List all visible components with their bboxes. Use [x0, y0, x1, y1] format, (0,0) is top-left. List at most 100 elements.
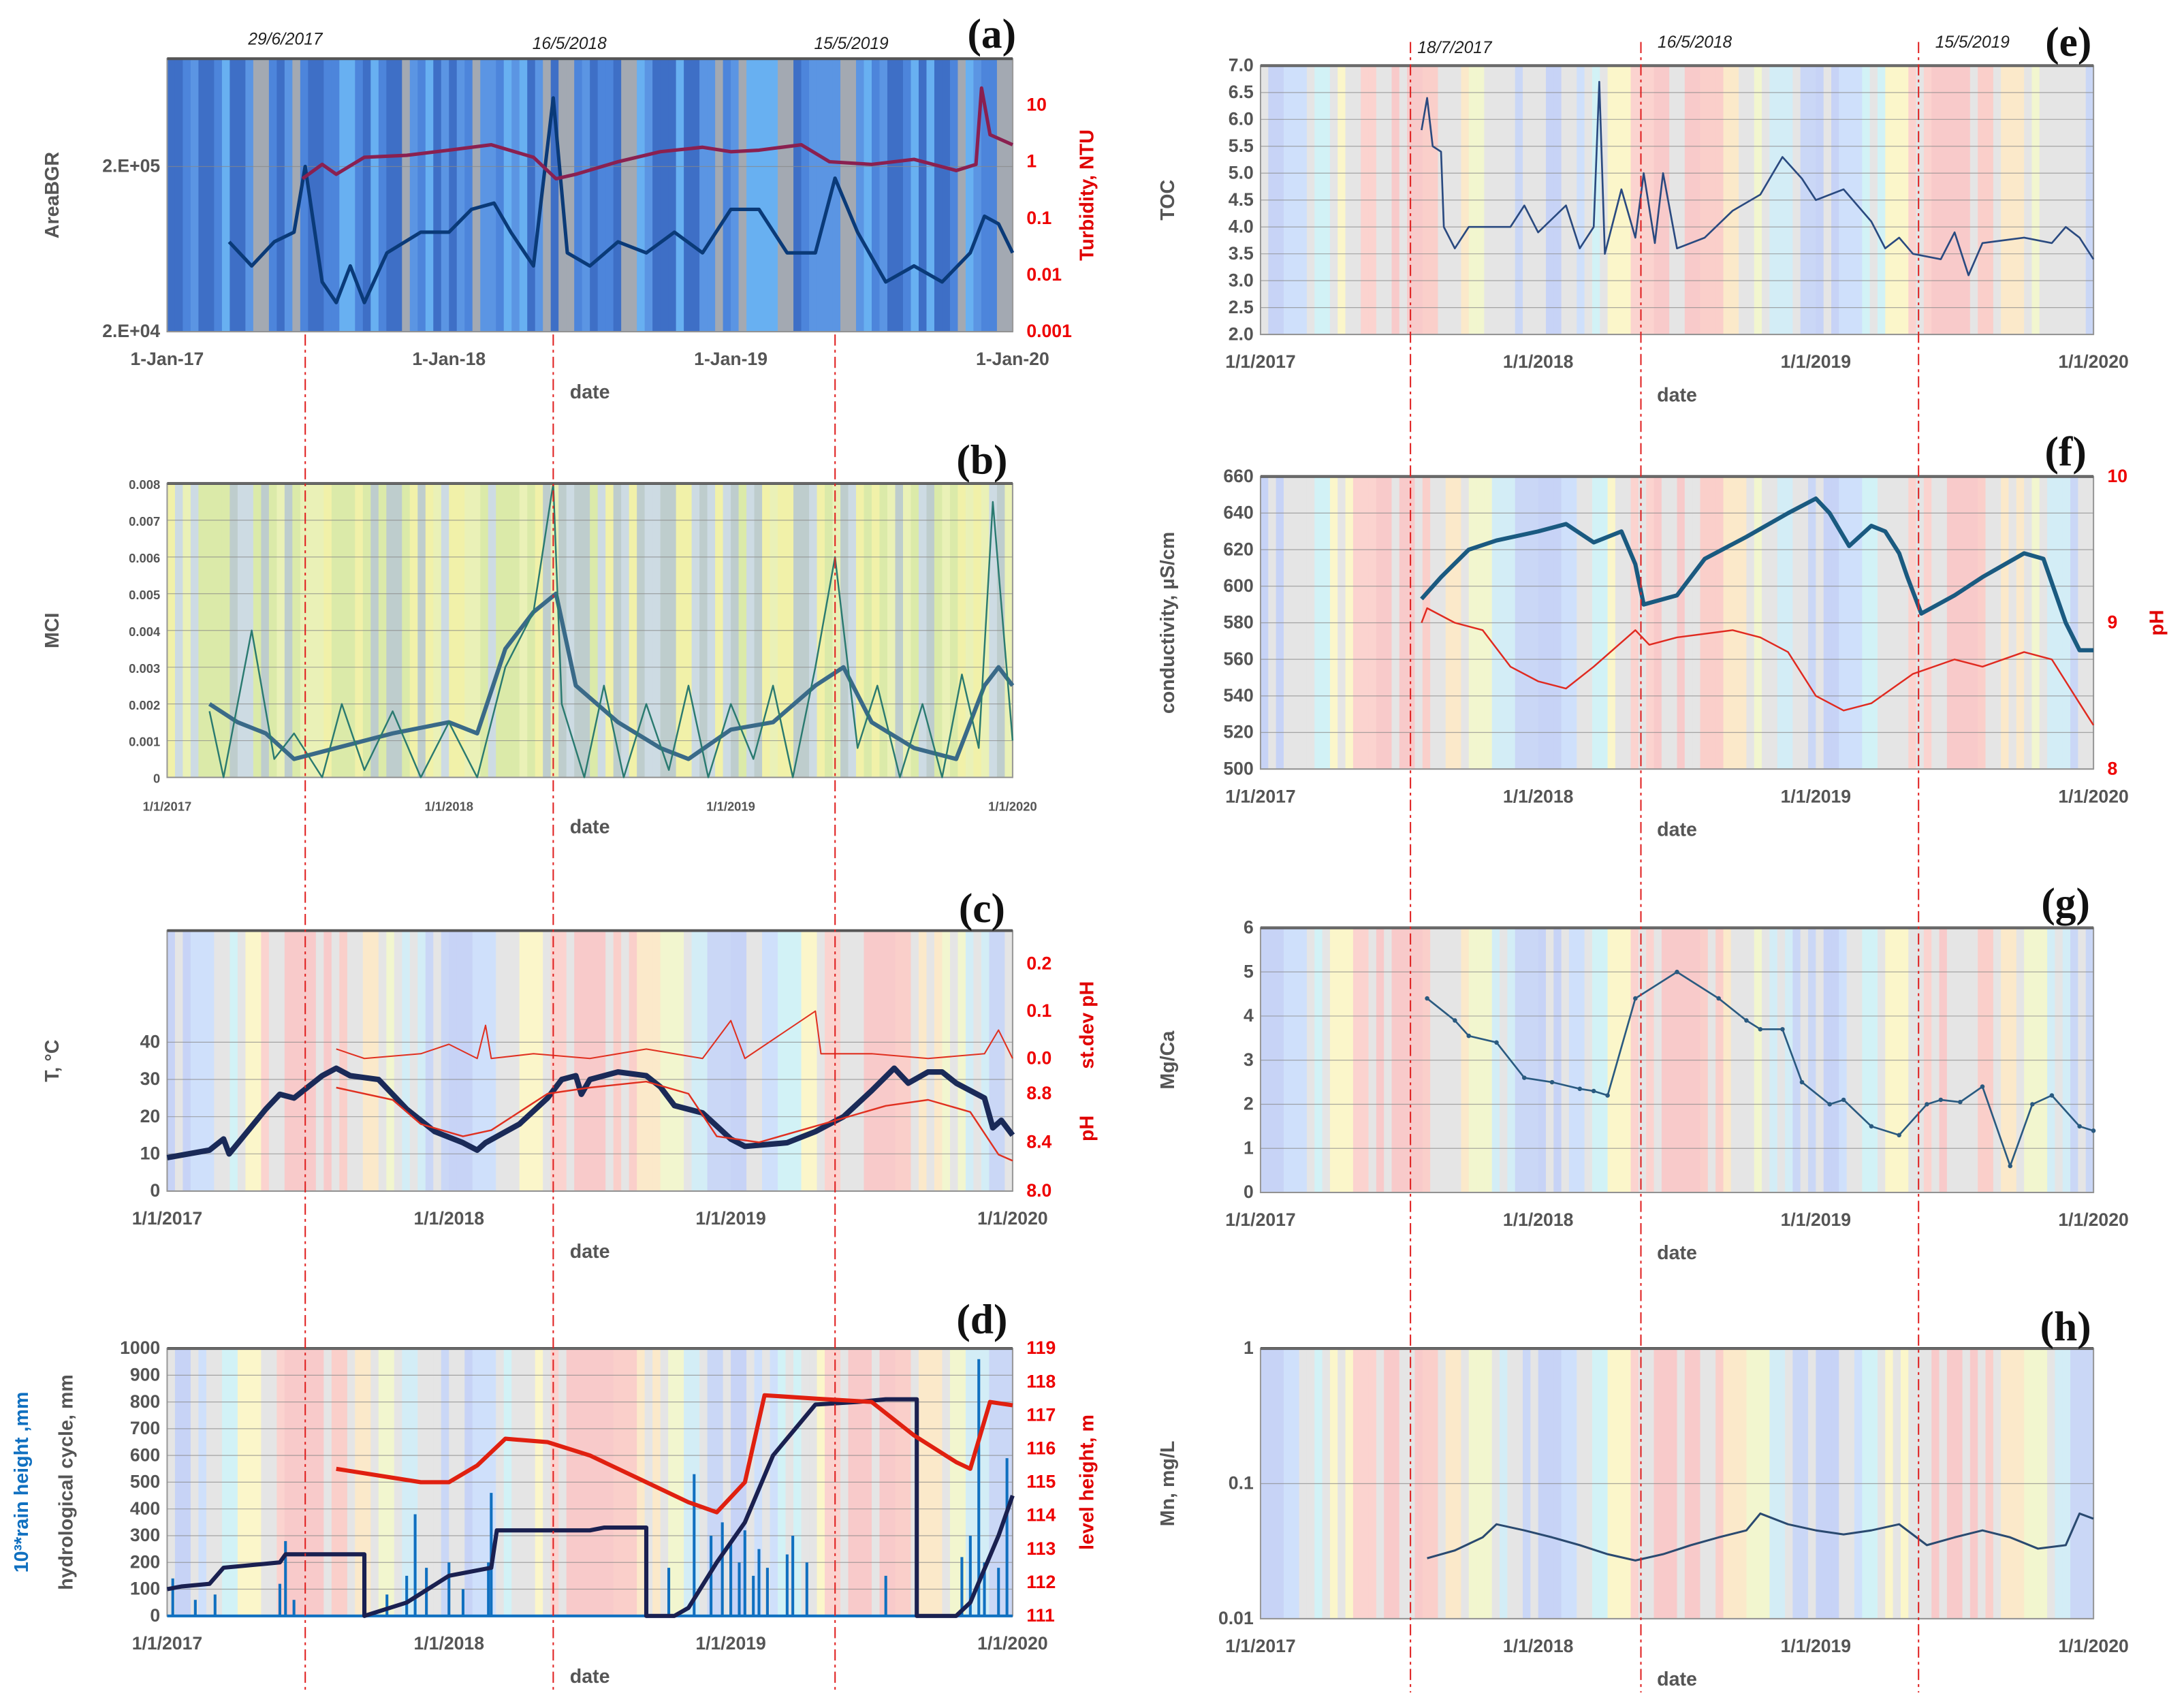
background-stripe: [230, 930, 239, 1191]
background-stripe: [425, 930, 434, 1191]
background-stripe: [644, 59, 654, 332]
panel-b: 0 0.001 0.002 0.003 0.004 0.005 0.006 0.007 0.00…: [42, 437, 1037, 838]
background-stripe: [809, 59, 818, 332]
y-tick-label: 1: [1244, 1338, 1254, 1358]
background-stripe: [417, 59, 427, 332]
x-tick-label: 1-Jan-20: [976, 349, 1049, 369]
x-tick-label: 1/1/2020: [2058, 351, 2128, 372]
background-stripe: [699, 59, 708, 332]
background-stripe: [887, 930, 896, 1191]
x-tick-label: 1/1/2019: [695, 1633, 765, 1654]
y-tick-label: 6.0: [1229, 109, 1254, 129]
background-stripe: [934, 930, 943, 1191]
background-stripe: [292, 930, 302, 1191]
panel-label: (a): [967, 11, 1016, 57]
background-stripe: [832, 59, 842, 332]
background-stripe: [629, 930, 638, 1191]
background-stripe: [668, 59, 677, 332]
y-tick-label: 10: [140, 1143, 161, 1164]
background-stripe: [762, 59, 771, 332]
x-tick-label: 1/1/2019: [1781, 1636, 1851, 1656]
background-stripe: [480, 59, 489, 332]
y-tick-label: 0.006: [129, 551, 160, 565]
background-stripe: [284, 930, 294, 1191]
data-point: [1980, 1084, 1985, 1089]
background-stripe: [817, 59, 826, 332]
event-date-label: 29/6/2017: [247, 31, 323, 49]
background-stripe: [660, 59, 669, 332]
background-stripe: [817, 930, 826, 1191]
panel-label: (b): [956, 437, 1007, 484]
x-tick-label: 1/1/2020: [977, 1633, 1047, 1654]
panel-c: 0 10 20 30 40 T, °C 8.0 8.4 8.8 pH 0.0 0.1 0.2 st.dev…: [42, 885, 1098, 1263]
background-stripe: [652, 59, 661, 332]
background-stripe: [167, 59, 176, 332]
background-stripe: [174, 59, 184, 332]
panel-label: (d): [956, 1297, 1007, 1343]
x-tick-label: 1/1/2017: [1225, 351, 1295, 372]
background-stripe: [449, 930, 458, 1191]
data-point: [1780, 1027, 1785, 1032]
y-tick-label: 0.003: [129, 661, 160, 676]
background-stripe: [731, 930, 740, 1191]
background-stripe: [707, 930, 716, 1191]
data-point: [1605, 1093, 1610, 1098]
background-stripe: [864, 59, 873, 332]
background-stripe: [190, 930, 200, 1191]
y-tick-label: 580: [1223, 612, 1253, 633]
x-tick-label: 1/1/2020: [2058, 1209, 2128, 1230]
y2-tick-label: 0.1: [1026, 1000, 1051, 1021]
background-stripe: [503, 930, 513, 1191]
event-date-label: 15/5/2019: [1935, 33, 2010, 52]
y2-axis-title: st.dev pH: [1077, 981, 1098, 1069]
background-stripe: [1004, 59, 1014, 332]
y-tick-label: 300: [130, 1525, 160, 1545]
data-point: [1549, 1079, 1555, 1085]
background-stripe: [347, 59, 356, 332]
background-stripe: [253, 59, 262, 332]
y-tick-label: 900: [130, 1365, 160, 1385]
background-stripe: [949, 59, 959, 332]
background-stripe: [793, 59, 802, 332]
background-stripe: [801, 930, 810, 1191]
background-stripe: [778, 59, 787, 332]
background-stripe: [973, 930, 983, 1191]
background-stripe: [621, 59, 630, 332]
background-stripe: [496, 930, 505, 1191]
background-stripe: [590, 930, 599, 1191]
y2-tick-label: 117: [1026, 1404, 1056, 1425]
data-point: [1799, 1079, 1805, 1085]
x-tick-label: 1/1/2020: [988, 800, 1037, 814]
background-stripe: [370, 930, 380, 1191]
background-stripe: [754, 930, 763, 1191]
series-ph: [336, 1080, 1013, 1162]
background-stripe: [715, 930, 724, 1191]
y-tick-label: 540: [1223, 685, 1253, 706]
background-stripe: [456, 59, 466, 332]
y2-tick-label: 10: [1026, 94, 1047, 114]
background-stripe: [409, 930, 419, 1191]
y-tick-label: 1000: [120, 1338, 160, 1358]
background-stripe: [300, 59, 309, 332]
x-axis-title: date: [570, 1666, 610, 1688]
background-stripe: [676, 59, 685, 332]
data-point: [1897, 1133, 1901, 1138]
background-stripe: [707, 59, 716, 332]
background-stripe: [895, 930, 904, 1191]
data-point: [1758, 1027, 1763, 1032]
background-stripe: [237, 930, 247, 1191]
y-tick-label: 0.005: [129, 588, 160, 602]
background-stripe: [668, 930, 677, 1191]
background-stripe: [362, 930, 372, 1191]
background-stripe: [394, 59, 403, 332]
y-tick-label: 30: [140, 1069, 161, 1089]
x-tick-label: 1-Jan-17: [131, 349, 204, 369]
background-stripe: [754, 59, 763, 332]
background-stripe: [221, 930, 231, 1191]
series-mci: [208, 482, 1014, 778]
background-stripe: [958, 930, 967, 1191]
background-stripe: [699, 930, 708, 1191]
background-stripe: [566, 930, 575, 1191]
data-point: [1577, 1086, 1583, 1092]
background-stripe: [582, 59, 591, 332]
